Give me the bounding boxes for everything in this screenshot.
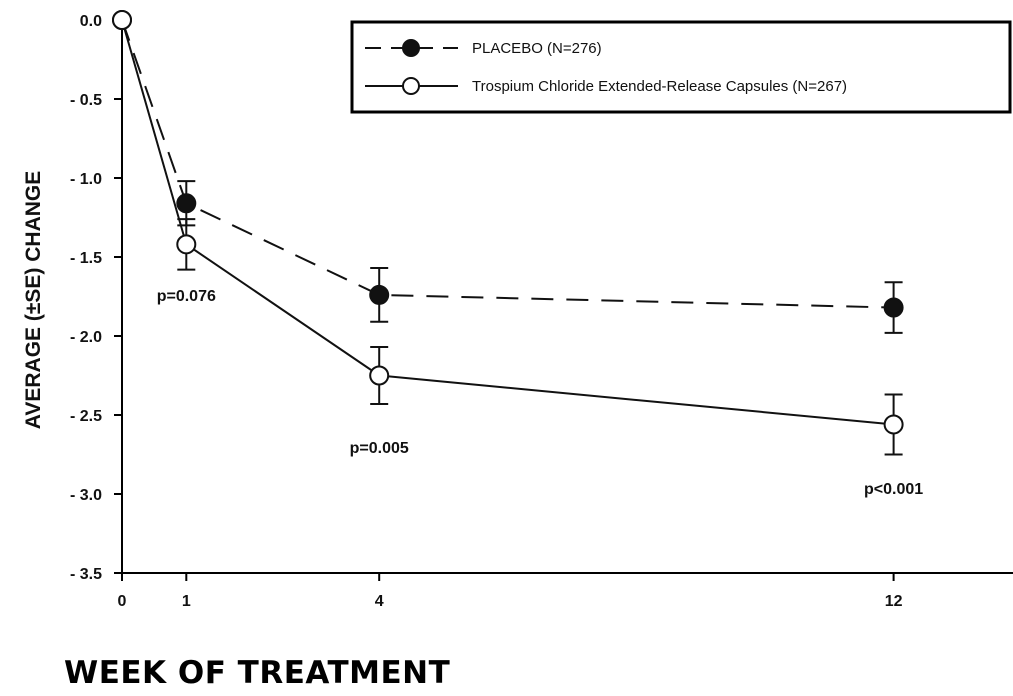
legend-marker	[402, 77, 420, 95]
x-tick-label: 0	[118, 593, 127, 610]
legend-box	[350, 20, 1012, 114]
data-point	[176, 193, 197, 214]
axes: 0.0 - 0.5 - 1.0 - 1.5 - 2.0 - 2.5 - 3.0 - 3.5 0 1…	[70, 13, 1013, 610]
series-line	[121, 19, 894, 426]
data-point	[176, 234, 197, 255]
data-point	[883, 414, 904, 435]
x-tick-label: 4	[375, 593, 384, 610]
y-tick-label: - 0.5	[70, 92, 102, 109]
series-2	[112, 10, 904, 456]
data-point	[112, 10, 132, 30]
line-chart: 0.0 - 0.5 - 1.0 - 1.5 - 2.0 - 2.5 - 3.0 - 3.5 0 1…	[22, 10, 1013, 610]
legend-marker	[402, 39, 420, 57]
y-tick-label: - 2.0	[70, 329, 102, 346]
p-value-annotation: p<0.001	[864, 481, 923, 498]
series-line	[121, 19, 894, 309]
p-value-annotation: p=0.005	[350, 440, 409, 457]
annotation-layer: p=0.076 p=0.005 p<0.001	[157, 288, 924, 498]
y-tick-label: - 3.0	[70, 487, 102, 504]
series-layer	[112, 10, 904, 456]
x-tick-label: 12	[885, 593, 903, 610]
y-tick-label: - 1.0	[70, 171, 102, 188]
legend: PLACEBO (N=276) Trospium Chloride Extende…	[350, 20, 1012, 114]
legend-label: PLACEBO (N=276)	[472, 40, 602, 57]
y-tick-label: - 2.5	[70, 408, 102, 425]
data-point	[369, 284, 390, 305]
y-axis-label: AVERAGE (±SE) CHANGE	[22, 171, 45, 430]
data-point	[369, 365, 390, 386]
y-tick-label: 0.0	[80, 13, 102, 30]
y-tick-label: - 3.5	[70, 566, 102, 583]
x-tick-label: 1	[182, 593, 191, 610]
x-axis-label: WEEK OF TREATMENT	[64, 655, 451, 691]
data-point	[883, 297, 904, 318]
y-tick-label: - 1.5	[70, 250, 102, 267]
p-value-annotation: p=0.076	[157, 288, 216, 305]
legend-label: Trospium Chloride Extended-Release Capsu…	[472, 78, 847, 95]
